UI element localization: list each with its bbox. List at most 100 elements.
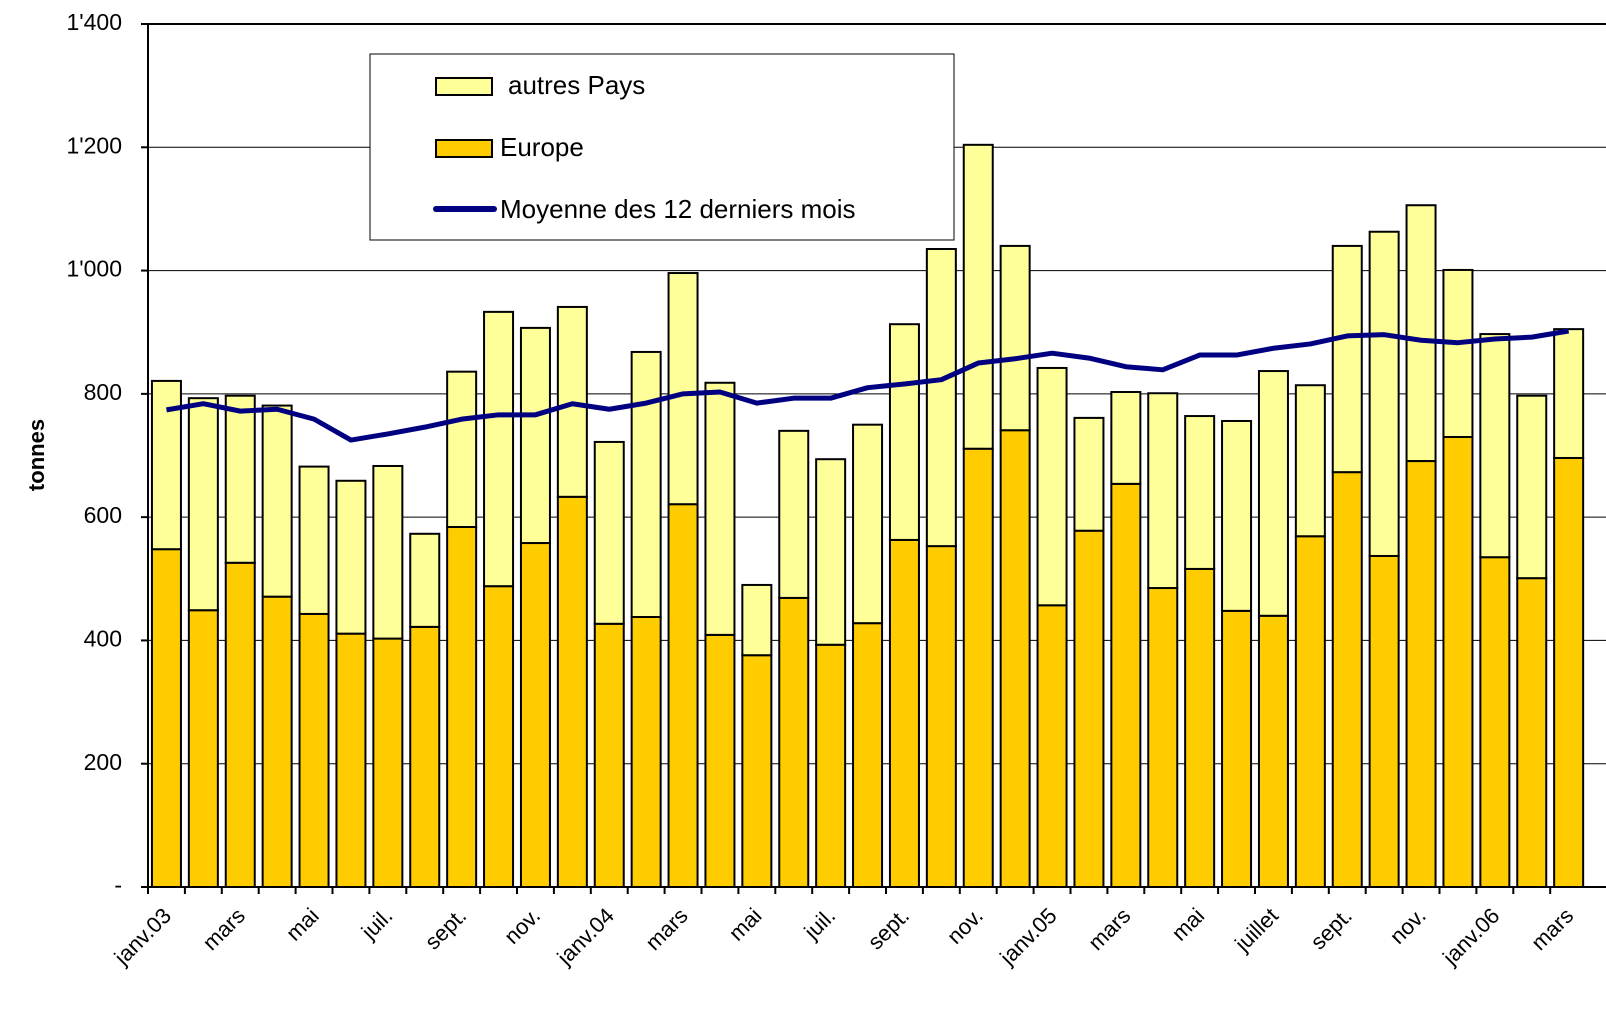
bar	[704, 633, 736, 889]
bar	[372, 464, 404, 640]
bar	[1036, 366, 1068, 607]
bar	[483, 310, 515, 588]
bar	[962, 447, 994, 888]
bar	[335, 479, 367, 635]
line-series	[166, 328, 1570, 443]
bar	[1257, 614, 1289, 888]
bar	[667, 503, 699, 888]
bar	[1479, 556, 1511, 888]
bar	[150, 548, 182, 888]
bar	[224, 561, 256, 888]
bar	[224, 394, 256, 564]
bar	[852, 423, 884, 625]
bar	[778, 429, 810, 599]
bar	[630, 616, 662, 888]
bar	[261, 595, 293, 889]
bar	[556, 305, 588, 498]
bar	[1368, 554, 1400, 888]
y-tick-label: -	[114, 872, 122, 898]
bar	[372, 637, 404, 888]
y-axis-label: tonnes	[24, 419, 49, 491]
y-tick-label: 800	[84, 379, 122, 405]
bar	[852, 622, 884, 888]
x-tick-label: janv.04	[551, 903, 618, 970]
x-tick-label: janv.05	[994, 903, 1061, 970]
bar	[519, 326, 551, 545]
bar	[335, 632, 367, 888]
bar	[409, 532, 441, 628]
bar	[667, 272, 699, 506]
bar	[815, 458, 847, 646]
bar	[925, 247, 957, 548]
legend-label: autres Pays	[508, 70, 645, 100]
y-tick-label: 400	[84, 626, 122, 652]
bar	[704, 381, 736, 636]
bar	[1036, 604, 1068, 888]
bar	[187, 609, 219, 888]
y-tick-label: 1'400	[66, 9, 122, 35]
bar	[999, 244, 1031, 432]
bar	[630, 350, 662, 619]
x-tick-label: juil.	[799, 903, 841, 945]
x-tick-label: nov.	[942, 903, 988, 949]
bar	[1331, 244, 1363, 474]
x-tick-label: mars	[1526, 903, 1578, 955]
legend-label: Moyenne des 12 derniers mois	[500, 194, 856, 224]
bar	[1147, 392, 1179, 590]
bar	[187, 397, 219, 612]
x-tick-label: mars	[198, 903, 250, 955]
bar	[1294, 384, 1326, 538]
bar	[1257, 370, 1289, 617]
y-tick-label: 1'200	[66, 132, 122, 158]
bar	[1221, 609, 1253, 889]
bar	[1442, 436, 1474, 888]
bar	[1405, 204, 1437, 463]
bar	[298, 465, 330, 615]
bar	[1553, 456, 1585, 888]
bar	[1553, 328, 1585, 459]
bar	[1184, 567, 1216, 888]
bar	[1147, 587, 1179, 889]
bar	[1073, 529, 1105, 888]
bar	[298, 612, 330, 888]
x-tick-label: nov.	[1385, 903, 1431, 949]
bar	[741, 583, 773, 657]
bar	[446, 526, 478, 889]
bar	[593, 440, 625, 625]
bar	[446, 370, 478, 529]
x-tick-label: juillet	[1229, 903, 1283, 957]
bar	[556, 495, 588, 888]
x-tick-label: juil.	[356, 903, 398, 945]
y-tick-label: 600	[84, 502, 122, 528]
bar	[1073, 416, 1105, 532]
bar	[1368, 230, 1400, 557]
bar	[1516, 394, 1548, 580]
x-tick-label: mai	[281, 903, 324, 946]
bar	[1516, 577, 1548, 889]
bar	[888, 538, 920, 889]
bar	[815, 643, 847, 889]
x-tick-label: janv.03	[109, 903, 176, 970]
x-tick-label: sept.	[420, 903, 471, 954]
x-tick-label: janv.06	[1437, 903, 1504, 970]
bar	[925, 545, 957, 888]
bar	[741, 654, 773, 888]
bar	[1110, 482, 1142, 888]
bar	[1294, 535, 1326, 888]
x-tick-label: sept.	[863, 903, 914, 954]
bar	[1184, 415, 1216, 570]
x-tick-label: mai	[1167, 903, 1210, 946]
bar	[483, 585, 515, 888]
bar	[409, 625, 441, 888]
bar	[999, 429, 1031, 888]
bar	[261, 404, 293, 598]
bar	[962, 143, 994, 450]
x-tick-label: mars	[1083, 903, 1135, 955]
bar	[593, 622, 625, 888]
bar	[1110, 391, 1142, 485]
x-tick-label: sept.	[1305, 903, 1356, 954]
bar	[888, 323, 920, 541]
bar	[1479, 333, 1511, 559]
